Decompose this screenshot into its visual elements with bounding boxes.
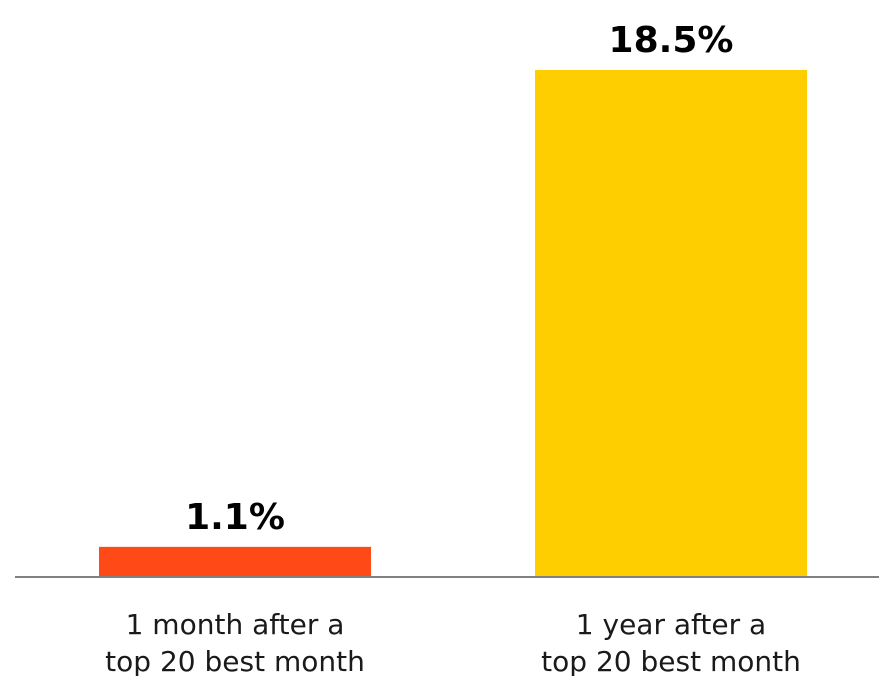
category-label-2: 1 year after a top 20 best month <box>541 608 801 676</box>
bar-2 <box>535 70 807 577</box>
value-labels-group: 1.1% 18.5% <box>185 20 733 538</box>
category-label-line: top 20 best month <box>541 645 801 676</box>
bars-group <box>99 70 807 577</box>
category-label-line: 1 month after a <box>126 608 345 641</box>
bar-value-label-2: 18.5% <box>609 20 734 61</box>
bar-value-label-1: 1.1% <box>185 497 285 538</box>
category-label-1: 1 month after a top 20 best month <box>105 608 365 676</box>
bar-1 <box>99 546 371 577</box>
category-label-line: top 20 best month <box>105 645 365 676</box>
category-label-line: 1 year after a <box>576 608 766 641</box>
